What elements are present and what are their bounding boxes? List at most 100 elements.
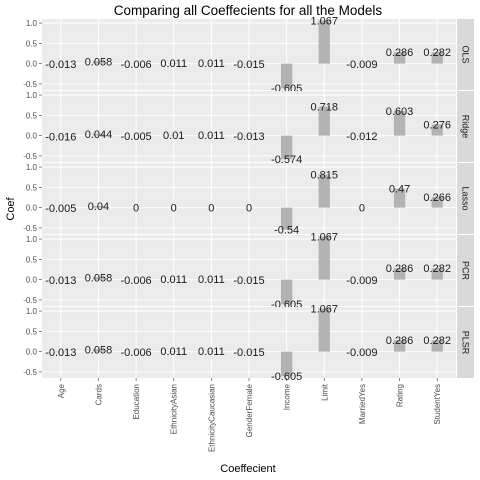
data-label-lasso-limit: 0.815 — [311, 170, 339, 182]
x-tick-label-age: Age — [57, 383, 66, 398]
bars-ridge — [55, 106, 443, 159]
facet-panel-pcr: -0.5 0.0 0.5 1.0 -0.013 0.058 -0.006 0.011 0.011… — [23, 231, 474, 311]
y-tick-label: 0.5 — [26, 327, 38, 336]
data-label-ols-age: -0.013 — [45, 59, 76, 71]
facet-panel-plsr: -0.5 0.0 0.5 1.0 -0.013 0.058 -0.006 0.011 0.011… — [23, 303, 474, 383]
x-tick-label-limit: Limit — [320, 383, 329, 401]
bar-ridge-limit — [318, 106, 330, 136]
bar-plsr-rating — [393, 340, 406, 352]
facet-strip-label-pcr: PCR — [461, 261, 471, 281]
bar-ols-income — [280, 63, 293, 89]
data-label-ols-marriedyes: -0.009 — [346, 59, 377, 71]
data-label-lasso-genderfemale: 0 — [246, 203, 252, 215]
data-label-plsr-age: -0.013 — [45, 347, 76, 359]
data-label-pcr-education: -0.006 — [120, 275, 151, 287]
bar-pcr-limit — [318, 236, 330, 280]
data-label-pcr-limit: 1.067 — [311, 231, 339, 243]
bar-ridge-age — [55, 135, 67, 137]
data-label-ridge-genderfemale: -0.013 — [233, 131, 264, 143]
y-tick-label: -0.5 — [23, 296, 37, 305]
bar-ols-limit — [318, 20, 330, 64]
bar-plsr-genderfemale — [243, 351, 255, 353]
bar-ridge-genderfemale — [243, 135, 255, 137]
facet-strip-label-plsr: PLSR — [461, 331, 471, 355]
data-labels-plsr: -0.013 0.058 -0.006 0.011 0.011 -0.015 -0.605 1… — [45, 303, 451, 383]
y-tick-label: 1.0 — [26, 235, 38, 244]
y-tick-label: 0.0 — [26, 60, 38, 69]
data-label-plsr-cards: 0.058 — [85, 344, 113, 356]
y-tick-label: -0.5 — [23, 368, 37, 377]
bar-pcr-studentyes — [431, 268, 443, 280]
data-labels-ridge: -0.016 0.044 -0.005 0.01 0.011 -0.013 -0.574 0.… — [45, 101, 451, 165]
x-tick-label-income: Income — [283, 383, 292, 410]
bar-lasso-limit — [318, 174, 330, 208]
data-label-ridge-marriedyes: -0.012 — [346, 131, 377, 143]
y-tick-label: 1.0 — [26, 19, 38, 28]
data-label-plsr-limit: 1.067 — [311, 303, 339, 315]
data-label-ridge-ethnicitycaucasian: 0.011 — [198, 130, 225, 142]
data-label-lasso-education: 0 — [133, 203, 139, 215]
data-label-ridge-ethnicityasian: 0.01 — [163, 130, 184, 142]
x-tick-label-marriedyes: MarriedYes — [358, 384, 367, 424]
x-tick-label-genderfemale: GenderFemale — [245, 383, 254, 437]
data-label-ols-genderfemale: -0.015 — [233, 59, 264, 71]
data-label-ols-ethnicitycaucasian: 0.011 — [198, 58, 225, 70]
bar-ols-cards — [92, 61, 105, 64]
chart-title: Comparing all Coeffecients for all the M… — [114, 3, 383, 18]
data-label-plsr-income: -0.605 — [271, 371, 302, 383]
y-tick-label: 0.5 — [26, 183, 38, 192]
facet-strip-label-ridge: Ridge — [461, 115, 471, 139]
facet-strip-label-ols: OLS — [461, 45, 471, 63]
bar-pcr-genderfemale — [243, 279, 255, 281]
data-label-plsr-marriedyes: -0.009 — [346, 347, 377, 359]
data-label-lasso-ethnicitycaucasian: 0 — [208, 203, 214, 215]
data-label-pcr-studentyes: 0.282 — [423, 263, 451, 275]
data-label-lasso-cards: 0.04 — [88, 201, 109, 213]
bars-plsr — [55, 308, 443, 377]
y-tick-label: 1.0 — [26, 163, 38, 172]
data-label-pcr-rating: 0.286 — [386, 263, 414, 275]
data-label-plsr-ethnicitycaucasian: 0.011 — [198, 346, 225, 358]
data-label-lasso-age: -0.005 — [45, 203, 76, 215]
data-label-ols-cards: 0.058 — [85, 56, 113, 68]
bar-lasso-rating — [393, 188, 406, 208]
bar-plsr-studentyes — [431, 340, 443, 352]
data-label-ridge-education: -0.005 — [120, 131, 151, 143]
bar-pcr-income — [280, 279, 293, 305]
data-label-ols-education: -0.006 — [120, 59, 151, 71]
data-label-pcr-marriedyes: -0.009 — [346, 275, 377, 287]
facet-strip — [457, 91, 474, 162]
facet-panel-ridge: -0.50.00.51.0-0.016 0.044 -0.005 0.01 0.011-… — [23, 91, 474, 166]
x-tick-label-education: Education — [132, 384, 141, 420]
y-tick-label: -0.5 — [23, 224, 37, 233]
x-tick-label-rating: Rating — [396, 384, 405, 407]
bar-plsr-limit — [318, 308, 330, 352]
y-tick-label: 0.0 — [26, 348, 38, 357]
bar-ridge-rating — [393, 111, 406, 136]
data-label-plsr-ethnicityasian: 0.011 — [160, 346, 187, 358]
facet-strip-label-lasso: Lasso — [461, 186, 471, 210]
data-label-ridge-rating: 0.603 — [386, 106, 414, 118]
facet-panel-lasso: -0.5 0.0 0.5 1.0 -0.005 0.04 0 0 0 0 -0.54 0.815 0 0.… — [23, 163, 474, 237]
x-tick-label-cards: Cards — [94, 384, 103, 405]
x-tick-label-studentyes: StudentYes — [433, 384, 442, 425]
data-label-ols-ethnicityasian: 0.011 — [160, 58, 187, 70]
x-tick-label-ethnicitycaucasian: EthnicityCaucasian — [207, 384, 216, 452]
data-label-plsr-genderfemale: -0.015 — [233, 347, 264, 359]
bar-ridge-studentyes — [431, 124, 443, 136]
bar-ols-age — [55, 63, 67, 65]
bars-ols — [55, 20, 443, 89]
data-label-ridge-income: -0.574 — [271, 154, 302, 166]
bar-plsr-age — [55, 351, 67, 353]
y-tick-label: 0.0 — [26, 132, 38, 141]
y-tick-label: -0.5 — [23, 80, 37, 89]
x-axis-tick-labels: Age Cards Education EthnicityAsian Ethnicity… — [57, 378, 442, 452]
y-tick-label: 1.0 — [26, 91, 38, 100]
facet-strip — [457, 19, 474, 90]
facet-panel-ols: -0.5 0.0 0.5 1.0 -0.013 0.058 -0.006 0.011 0.011… — [23, 15, 474, 95]
bar-ols-studentyes — [431, 52, 443, 64]
data-label-lasso-studentyes: 0.266 — [423, 192, 451, 204]
bar-ridge-income — [280, 135, 293, 159]
y-tick-label: 1.0 — [26, 307, 38, 316]
